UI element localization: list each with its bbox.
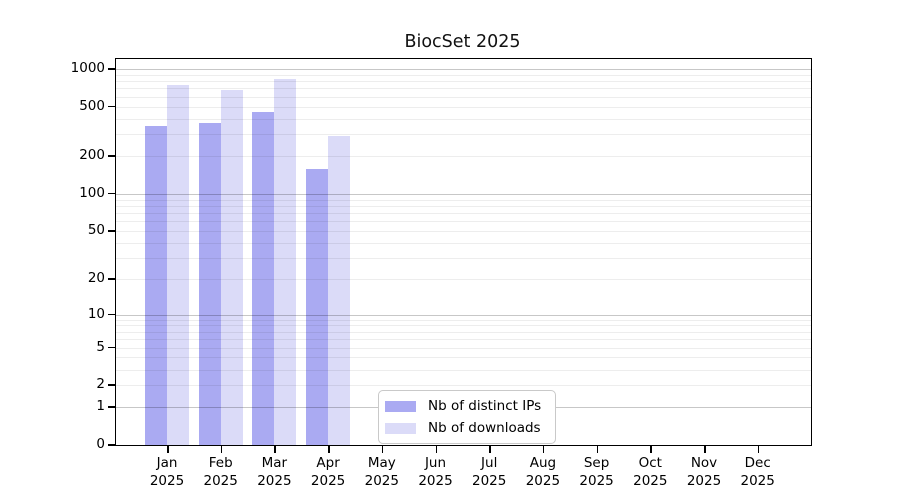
x-tick-label-dec: Dec 2025 [740, 455, 775, 489]
gridline-70 [116, 213, 811, 214]
y-tick-label-0: 0 [96, 436, 105, 452]
gridline-30 [116, 258, 811, 260]
bar-mar-downloads [274, 79, 297, 445]
bar-feb-ips [198, 123, 221, 445]
y-tick-mark-2 [108, 384, 115, 386]
x-tick-mark-jan [167, 446, 169, 453]
y-tick-label-100: 100 [79, 184, 105, 201]
y-tick-mark-10 [108, 313, 115, 315]
y-tick-label-1000: 1000 [70, 60, 105, 76]
y-tick-mark-1000 [108, 68, 115, 70]
legend-swatch-icon [385, 400, 416, 412]
legend-label: Nb of downloads [428, 420, 541, 436]
gridline-5 [116, 347, 811, 349]
x-tick-mark-feb [220, 446, 223, 453]
bar-mar-ips [252, 112, 275, 445]
x-tick-label-apr: Apr 2025 [310, 455, 346, 489]
bar-feb-downloads [220, 90, 243, 445]
gridline-4 [116, 357, 811, 359]
gridline-9 [116, 319, 811, 321]
bar-jan-ips [145, 125, 167, 445]
x-tick-label-oct: Oct 2025 [633, 455, 668, 489]
y-tick-mark-1 [108, 406, 115, 408]
legend-row-distinct-ips: Nb of distinct IPs [385, 397, 541, 415]
gridline-700 [116, 88, 811, 90]
y-tick-mark-20 [108, 278, 115, 280]
y-tick-label-1: 1 [96, 398, 105, 415]
gridline-20 [116, 279, 811, 281]
y-tick-label-5: 5 [96, 338, 105, 355]
x-tick-mark-aug [542, 446, 545, 453]
gridline-10 [116, 314, 811, 316]
gridline-2 [116, 385, 811, 387]
gridline-600 [116, 96, 811, 98]
legend: Nb of distinct IPs Nb of downloads [378, 390, 557, 444]
y-tick-mark-5 [108, 346, 115, 348]
gridline-500 [116, 106, 811, 108]
bar-apr-downloads [328, 136, 351, 445]
y-tick-mark-0 [108, 444, 115, 446]
y-tick-label-500: 500 [79, 97, 105, 114]
gridline-900 [116, 74, 811, 76]
x-tick-mark-oct [650, 446, 652, 453]
plot-area [115, 58, 812, 446]
x-tick-mark-jul [489, 446, 491, 453]
gridline-50 [116, 231, 811, 232]
gridline-90 [116, 199, 811, 201]
x-tick-label-feb: Feb 2025 [203, 455, 238, 489]
gridline-3 [116, 369, 811, 371]
gridline-6 [116, 339, 811, 341]
x-tick-label-nov: Nov 2025 [686, 455, 722, 489]
y-tick-label-50: 50 [87, 222, 105, 238]
x-tick-mark-mar [274, 446, 276, 453]
gridline-60 [116, 221, 811, 223]
gridline-8 [116, 325, 811, 327]
gridline-400 [116, 118, 811, 120]
gridline-1000 [116, 69, 811, 70]
x-tick-mark-sep [596, 446, 599, 453]
x-tick-mark-dec [757, 446, 760, 453]
gridline-7 [116, 331, 811, 333]
x-tick-label-jun: Jun 2025 [418, 455, 453, 489]
x-tick-mark-apr [328, 446, 330, 453]
y-tick-label-2: 2 [96, 376, 105, 393]
gridline-80 [116, 205, 811, 207]
y-tick-mark-100 [108, 192, 115, 195]
legend-row-downloads: Nb of downloads [385, 419, 541, 437]
x-tick-label-may: May 2025 [364, 455, 399, 489]
gridline-100 [116, 193, 811, 195]
x-tick-label-sep: Sep 2025 [579, 455, 614, 489]
gridline-800 [116, 81, 811, 83]
y-tick-label-200: 200 [79, 147, 105, 164]
gridline-200 [116, 156, 811, 158]
gridline-40 [116, 242, 811, 244]
y-tick-label-10: 10 [87, 305, 105, 322]
y-tick-mark-500 [108, 105, 115, 108]
x-tick-label-aug: Aug 2025 [525, 455, 561, 489]
x-tick-label-jul: Jul 2025 [472, 455, 507, 489]
x-tick-label-jan: Jan 2025 [149, 455, 185, 489]
y-tick-label-20: 20 [87, 270, 105, 287]
bar-apr-ips [306, 168, 329, 445]
gridline-300 [116, 134, 811, 136]
bar-jan-downloads [167, 84, 189, 445]
y-tick-mark-200 [108, 155, 115, 157]
chart-title: BiocSet 2025 [404, 32, 521, 52]
x-tick-label-mar: Mar 2025 [257, 455, 292, 489]
legend-label: Nb of distinct IPs [428, 398, 542, 414]
x-tick-mark-jun [435, 446, 437, 453]
legend-swatch-icon [385, 422, 416, 434]
y-tick-mark-50 [108, 230, 115, 232]
x-tick-mark-may [381, 446, 384, 453]
x-tick-mark-nov [704, 446, 706, 453]
